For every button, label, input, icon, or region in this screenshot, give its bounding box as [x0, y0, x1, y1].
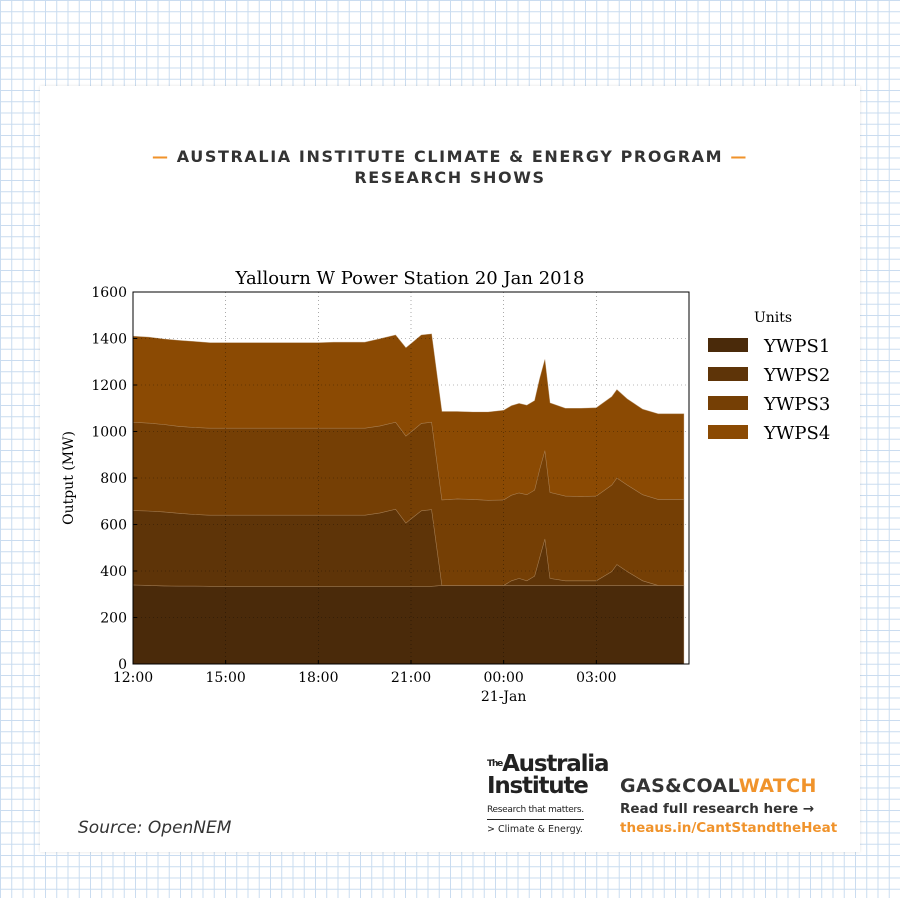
y-tick-label: 0 [118, 657, 127, 673]
gas-coal-watch-block: GAS&COALWATCH Read full research here → … [620, 775, 837, 836]
research-link[interactable]: theaus.in/CantStandtheHeat [620, 820, 838, 836]
orange-dash-right: — [730, 147, 748, 166]
header-line-2: RESEARCH SHOWS [354, 168, 546, 187]
brand-gas-coal: GAS&COAL [620, 775, 739, 797]
logo-program: > Climate & Energy. [487, 824, 583, 835]
brand-watch: WATCH [738, 775, 817, 797]
header-line-1: — AUSTRALIA INSTITUTE CLIMATE & ENERGY P… [40, 146, 860, 167]
infographic-card: — AUSTRALIA INSTITUTE CLIMATE & ENERGY P… [40, 86, 860, 852]
gas-coal-watch-brand: GAS&COALWATCH [620, 775, 837, 797]
x-tick-label: 12:00 [113, 670, 153, 686]
y-axis-label: Output (MW) [61, 431, 77, 525]
legend-swatch-ywps4 [708, 425, 748, 439]
orange-dash-left: — [152, 147, 170, 166]
area-ywps1 [132, 584, 685, 665]
x-tick-label: 03:00 [576, 670, 616, 686]
program-header: — AUSTRALIA INSTITUTE CLIMATE & ENERGY P… [40, 146, 860, 188]
power-output-chart: 0 200 400 600 800 1000 1200 1400 1600 12:00 15:00 1… [61, 268, 830, 705]
source-note: Source: OpenNEM [78, 818, 232, 838]
read-research-text: Read full research here → [620, 801, 815, 817]
legend-swatch-ywps3 [708, 396, 748, 410]
legend-label-ywps1: YWPS1 [763, 336, 830, 357]
y-tick-label: 1200 [91, 378, 127, 394]
x-axis-label: 21-Jan [481, 689, 527, 705]
y-tick-label: 200 [100, 611, 127, 627]
y-tick-label: 1600 [91, 285, 127, 301]
y-tick-label: 1400 [91, 332, 127, 348]
y-tick-label: 400 [100, 564, 127, 580]
legend-label-ywps2: YWPS2 [763, 365, 830, 386]
y-tick-label: 800 [100, 471, 127, 487]
x-tick-label: 21:00 [391, 670, 431, 686]
legend-swatch-ywps1 [708, 338, 748, 352]
legend-label-ywps4: YWPS4 [763, 423, 830, 444]
x-tick-label: 15:00 [205, 670, 245, 686]
chart-title: Yallourn W Power Station 20 Jan 2018 [234, 268, 584, 289]
australia-institute-logo: TheAustralia Institute Research that mat… [487, 753, 612, 835]
header-program-text: AUSTRALIA INSTITUTE CLIMATE & ENERGY PRO… [176, 147, 724, 166]
x-tick-label: 00:00 [483, 670, 523, 686]
y-tick-label: 600 [100, 518, 127, 534]
logo-the: The [487, 759, 503, 769]
logo-institute: Institute [487, 773, 589, 799]
area-ywps4 [132, 333, 685, 501]
legend-title: Units [754, 310, 792, 326]
x-tick-label: 18:00 [298, 670, 338, 686]
legend-label-ywps3: YWPS3 [763, 394, 830, 415]
y-tick-label: 1000 [91, 425, 127, 441]
logo-tagline: Research that matters. [487, 805, 584, 820]
legend-swatch-ywps2 [708, 367, 748, 381]
logo-australia: Australia [502, 751, 609, 777]
